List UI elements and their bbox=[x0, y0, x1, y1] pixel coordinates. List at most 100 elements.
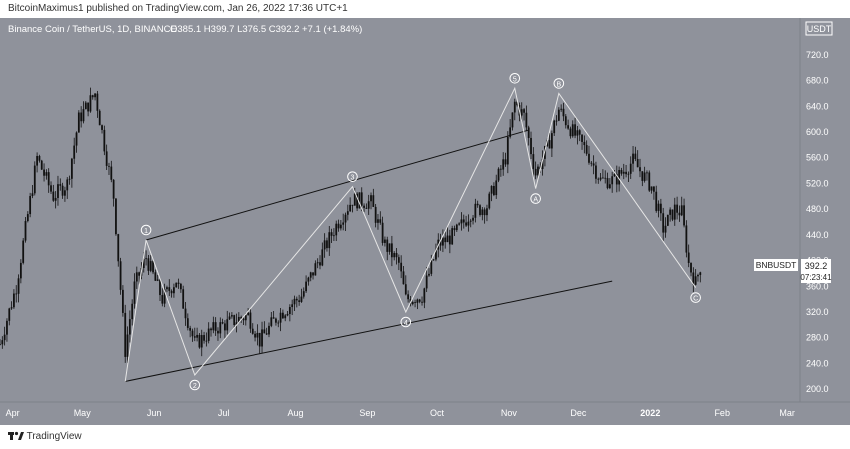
time-axis[interactable]: Apr May Jun Jul Aug Sep Oct Nov Dec 2022 Feb Mar bbox=[6, 408, 795, 418]
candle-body bbox=[694, 276, 697, 285]
candle-body bbox=[258, 332, 261, 347]
candle-body bbox=[625, 171, 627, 175]
candle-body bbox=[676, 204, 679, 213]
candle-body bbox=[121, 289, 124, 313]
symbol-tag bbox=[754, 259, 798, 271]
candle-body bbox=[29, 196, 32, 215]
candle-body bbox=[84, 102, 87, 110]
tradingview-logo: TradingView bbox=[8, 431, 82, 442]
candle-body bbox=[583, 141, 586, 146]
candle-body bbox=[590, 162, 593, 164]
candle-body bbox=[634, 153, 637, 160]
candle-body bbox=[207, 328, 210, 341]
candle-body bbox=[402, 271, 405, 285]
candle-body bbox=[219, 322, 222, 334]
candle-body bbox=[622, 171, 625, 174]
candle-body bbox=[314, 263, 317, 276]
candle-body bbox=[251, 328, 254, 334]
candle-body bbox=[574, 124, 576, 136]
candle-body bbox=[196, 334, 199, 338]
candle-body bbox=[323, 240, 326, 250]
candle-body bbox=[54, 197, 57, 201]
candle-body bbox=[506, 136, 509, 165]
candle-body bbox=[557, 109, 560, 121]
candle-body bbox=[562, 108, 565, 117]
candle-body bbox=[441, 237, 444, 246]
candle-body bbox=[599, 177, 602, 180]
ohlc-readout: O385.1 H399.7 L376.5 C392.2 +7.1 (+1.84%… bbox=[170, 24, 362, 35]
candle-body bbox=[47, 172, 50, 186]
candle-body bbox=[105, 151, 108, 166]
candle-body bbox=[31, 193, 34, 197]
candle-body bbox=[64, 190, 66, 196]
candle-body bbox=[70, 158, 73, 179]
candle-body bbox=[235, 322, 238, 326]
candle-body bbox=[527, 127, 530, 138]
candle-body bbox=[516, 101, 519, 106]
candle-body bbox=[15, 293, 18, 295]
candle-body bbox=[678, 212, 681, 216]
candle-body bbox=[629, 163, 632, 174]
price-tick-label: 720.0 bbox=[806, 50, 829, 60]
candle-body bbox=[632, 153, 634, 164]
candle-body bbox=[467, 221, 470, 226]
candle-body bbox=[499, 168, 502, 170]
candle-body bbox=[513, 101, 516, 113]
wave-label-circle bbox=[347, 171, 358, 182]
candle-body bbox=[460, 219, 463, 224]
candle-body bbox=[588, 153, 590, 163]
price-tick-label: 600.0 bbox=[806, 127, 829, 137]
candle-body bbox=[57, 184, 59, 198]
candle-body bbox=[226, 319, 229, 331]
wave-label-text: B bbox=[557, 81, 562, 88]
currency-label: USDT bbox=[807, 24, 832, 34]
price-tick-label: 440.0 bbox=[806, 230, 829, 240]
candle-body bbox=[326, 240, 328, 249]
wave-path-group bbox=[124, 86, 697, 382]
candle-body bbox=[655, 191, 658, 211]
candle-body bbox=[523, 109, 525, 113]
time-tick-label: Mar bbox=[779, 408, 795, 418]
candle-body bbox=[163, 289, 166, 304]
candle-body bbox=[110, 166, 113, 180]
candle-body bbox=[275, 318, 277, 323]
candle-body bbox=[680, 205, 683, 216]
brand-name: TradingView bbox=[26, 431, 82, 442]
candle-body bbox=[699, 272, 702, 275]
candle-body bbox=[330, 232, 333, 236]
candle-body bbox=[242, 318, 245, 321]
candle-body bbox=[353, 193, 356, 206]
candle-body bbox=[50, 185, 52, 192]
price-tick-label: 360.0 bbox=[806, 281, 829, 291]
price-axis[interactable]: 200.0240.0280.0320.0360.0400.0440.0480.0… bbox=[806, 50, 829, 394]
candle-body bbox=[161, 295, 164, 304]
candle-body bbox=[115, 198, 117, 235]
price-tick-label: 240.0 bbox=[806, 358, 829, 368]
candle-body bbox=[657, 203, 660, 211]
candle-body bbox=[578, 130, 581, 135]
candle-body bbox=[620, 169, 623, 174]
candle-body bbox=[156, 279, 159, 281]
candle-body bbox=[615, 173, 618, 185]
candle-body bbox=[683, 205, 685, 226]
tradingview-icon bbox=[8, 432, 24, 441]
candle-body bbox=[142, 258, 145, 269]
time-tick-label: Jun bbox=[147, 408, 162, 418]
candle-body bbox=[537, 166, 539, 176]
candle-body bbox=[576, 130, 579, 136]
candle-body bbox=[444, 237, 447, 243]
candle-body bbox=[418, 299, 421, 302]
candle-body bbox=[356, 193, 359, 209]
price-tick-label: 640.0 bbox=[806, 101, 829, 111]
candle-body bbox=[117, 234, 120, 262]
candle-body bbox=[186, 318, 189, 328]
candle-body bbox=[40, 160, 43, 170]
candle-body bbox=[370, 195, 372, 202]
candle-body bbox=[272, 317, 275, 319]
candle-body bbox=[179, 283, 182, 290]
candle-body bbox=[10, 307, 13, 309]
candle-body bbox=[61, 185, 64, 196]
candle-body bbox=[170, 290, 173, 294]
